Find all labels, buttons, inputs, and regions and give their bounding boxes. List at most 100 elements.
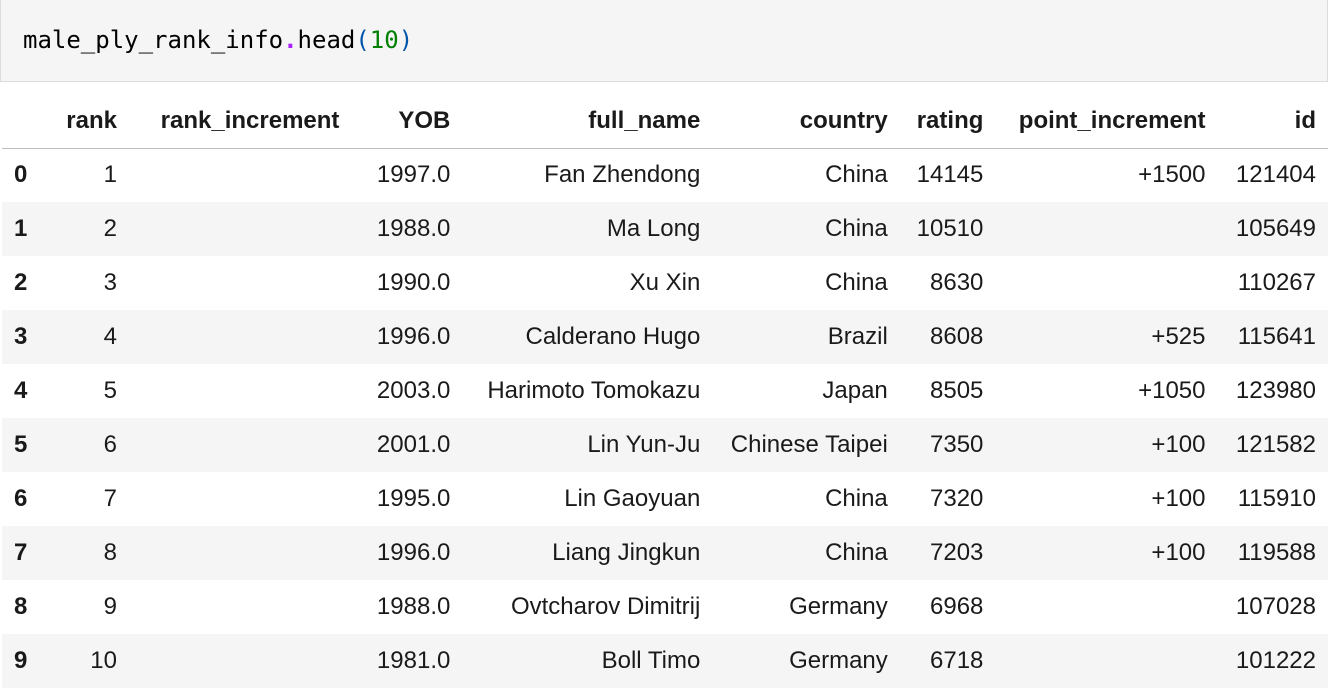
cell-rank-increment bbox=[129, 634, 351, 688]
code-close-paren: ) bbox=[398, 26, 414, 54]
row-index: 1 bbox=[14, 215, 28, 242]
cell-rank-increment bbox=[129, 364, 351, 418]
cell-point-increment bbox=[995, 202, 1217, 256]
cell-rank: 7 bbox=[103, 485, 117, 512]
cell-full-name: Liang Jingkun bbox=[552, 539, 701, 566]
cell-id: 107028 bbox=[1235, 593, 1316, 620]
cell-id: 123980 bbox=[1235, 377, 1316, 404]
column-header-rating: rating bbox=[899, 94, 996, 149]
cell-yob: 1981.0 bbox=[376, 647, 451, 674]
cell-country: China bbox=[825, 215, 888, 242]
cell-rating: 8608 bbox=[930, 323, 984, 350]
cell-rank-increment bbox=[129, 256, 351, 310]
cell-point-increment: +100 bbox=[1151, 539, 1206, 566]
cell-id: 121582 bbox=[1235, 431, 1316, 458]
code-argument: 10 bbox=[369, 26, 399, 54]
cell-rank-increment bbox=[129, 148, 351, 202]
cell-point-increment bbox=[995, 256, 1217, 310]
row-index: 9 bbox=[14, 647, 28, 674]
cell-rating: 7320 bbox=[930, 485, 984, 512]
cell-rating: 8505 bbox=[930, 377, 984, 404]
cell-rating: 6718 bbox=[930, 647, 984, 674]
table-row: 9 10 1981.0 Boll Timo Germany 6718 10122… bbox=[2, 634, 1328, 688]
cell-rank: 3 bbox=[103, 269, 117, 296]
code-line[interactable]: male_ply_rank_info.head(10) bbox=[23, 26, 413, 54]
cell-yob: 2001.0 bbox=[376, 431, 451, 458]
cell-country: China bbox=[825, 161, 888, 189]
cell-rank: 1 bbox=[103, 161, 117, 189]
cell-country: Germany bbox=[789, 647, 888, 674]
cell-yob: 1996.0 bbox=[376, 323, 451, 350]
table-body: 0 1 1997.0 Fan Zhendong China 14145 +150… bbox=[2, 148, 1328, 688]
header-row: rank rank_increment YOB full_name countr… bbox=[2, 94, 1328, 149]
cell-id: 121404 bbox=[1235, 161, 1316, 189]
code-dot-operator: . bbox=[283, 26, 298, 54]
cell-yob: 1988.0 bbox=[376, 215, 451, 242]
table-row: 3 4 1996.0 Calderano Hugo Brazil 8608 +5… bbox=[2, 310, 1328, 364]
cell-rank-increment bbox=[129, 580, 351, 634]
cell-id: 119588 bbox=[1237, 539, 1316, 566]
code-object: male_ply_rank_info bbox=[23, 26, 284, 54]
table-row: 0 1 1997.0 Fan Zhendong China 14145 +150… bbox=[2, 148, 1328, 202]
cell-yob: 1996.0 bbox=[376, 539, 451, 566]
cell-rank-increment bbox=[129, 418, 351, 472]
cell-rating: 8630 bbox=[930, 269, 984, 296]
cell-yob: 1988.0 bbox=[376, 593, 451, 620]
row-index: 7 bbox=[14, 539, 28, 566]
cell-full-name: Lin Gaoyuan bbox=[564, 485, 701, 512]
column-header-rank-increment: rank_increment bbox=[128, 94, 352, 149]
cell-full-name: Xu Xin bbox=[629, 269, 701, 296]
column-header-index bbox=[2, 94, 50, 149]
cell-rank: 6 bbox=[103, 431, 117, 458]
cell-rating: 10510 bbox=[916, 215, 984, 242]
row-index: 3 bbox=[14, 323, 28, 350]
cell-full-name: Calderano Hugo bbox=[525, 323, 701, 350]
cell-id: 115910 bbox=[1237, 485, 1316, 512]
cell-yob: 1995.0 bbox=[376, 485, 451, 512]
cell-full-name: Ovtcharov Dimitrij bbox=[510, 593, 701, 620]
cell-full-name: Lin Yun-Ju bbox=[587, 431, 701, 458]
cell-rating: 7203 bbox=[930, 539, 984, 566]
cell-point-increment: +1500 bbox=[1138, 161, 1206, 189]
dataframe-output-table: rank rank_increment YOB full_name countr… bbox=[2, 94, 1328, 688]
cell-point-increment: +525 bbox=[1151, 323, 1206, 350]
column-header-rank: rank bbox=[49, 94, 129, 149]
column-header-id: id bbox=[1217, 94, 1328, 149]
cell-point-increment bbox=[995, 634, 1217, 688]
cell-rank: 9 bbox=[103, 593, 117, 620]
table-row: 1 2 1988.0 Ma Long China 10510 105649 bbox=[2, 202, 1328, 256]
row-index: 6 bbox=[14, 485, 28, 512]
cell-rank-increment bbox=[129, 202, 351, 256]
cell-point-increment bbox=[995, 580, 1217, 634]
cell-rank: 4 bbox=[103, 323, 117, 350]
row-index: 5 bbox=[14, 431, 28, 458]
cell-rating: 14145 bbox=[916, 161, 984, 189]
cell-yob: 2003.0 bbox=[376, 377, 451, 404]
cell-point-increment: +100 bbox=[1151, 431, 1206, 458]
cell-country: Germany bbox=[789, 593, 888, 620]
cell-rank-increment bbox=[129, 526, 351, 580]
table-header: rank rank_increment YOB full_name countr… bbox=[2, 94, 1328, 149]
cell-rank-increment bbox=[129, 472, 351, 526]
cell-country: Japan bbox=[822, 377, 888, 404]
cell-id: 110267 bbox=[1237, 269, 1316, 296]
cell-rating: 6968 bbox=[930, 593, 984, 620]
cell-full-name: Fan Zhendong bbox=[544, 161, 701, 189]
cell-rank-increment bbox=[129, 310, 351, 364]
cell-rank: 5 bbox=[103, 377, 117, 404]
code-cell-input[interactable]: male_ply_rank_info.head(10) bbox=[0, 0, 1328, 82]
cell-yob: 1997.0 bbox=[376, 161, 451, 189]
cell-yob: 1990.0 bbox=[376, 269, 451, 296]
row-index: 0 bbox=[14, 161, 28, 189]
table-row: 5 6 2001.0 Lin Yun-Ju Chinese Taipei 735… bbox=[2, 418, 1328, 472]
cell-rank: 2 bbox=[103, 215, 117, 242]
table-row: 7 8 1996.0 Liang Jingkun China 7203 +100… bbox=[2, 526, 1328, 580]
cell-country: China bbox=[825, 485, 888, 512]
cell-rank: 8 bbox=[103, 539, 117, 566]
code-open-paren: ( bbox=[355, 26, 370, 54]
cell-id: 105649 bbox=[1235, 215, 1316, 242]
cell-id: 115641 bbox=[1237, 323, 1316, 350]
cell-country: China bbox=[825, 539, 888, 566]
column-header-point-increment: point_increment bbox=[995, 94, 1218, 149]
cell-country: Brazil bbox=[827, 323, 888, 350]
